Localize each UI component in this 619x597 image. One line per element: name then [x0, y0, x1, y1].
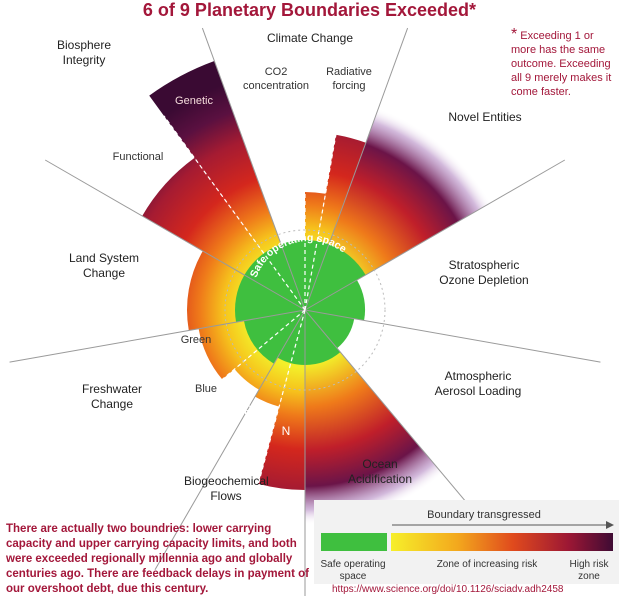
safe-sector-4 [305, 310, 355, 349]
legend-safe-label: Safe operating space [320, 559, 386, 582]
label-land-system-change: Land System Change [68, 251, 140, 280]
divider-ray-6 [154, 309, 306, 571]
label-radiative-forcing: Radiative forcing [326, 66, 372, 92]
sub-divider-2 [163, 115, 306, 311]
legend-safe-swatch [321, 533, 387, 551]
reference-link[interactable]: https://www.science.org/doi/10.1126/scia… [332, 584, 564, 595]
boundary-ring [224, 229, 386, 391]
label-green-water: Green [180, 334, 212, 346]
sub-divider-3 [120, 309, 306, 465]
divider-ray-8 [44, 159, 306, 311]
footnote-star: * [511, 26, 518, 43]
legend-zone-label: Zone of increasing risk [436, 559, 538, 570]
divider-ray-3 [304, 309, 601, 363]
commentary-note: There are actually two boundries: lower … [6, 523, 309, 595]
legend-arrow-label: Boundary transgressed [427, 509, 541, 521]
divider-ray-0 [201, 27, 306, 311]
safe-sector-5 [305, 310, 341, 365]
label-blue-water: Blue [194, 383, 218, 395]
legend-risk-swatch [391, 533, 613, 551]
legend-graphic [321, 521, 614, 551]
safe-sector-3 [305, 280, 365, 321]
boundary-wedges [142, 60, 500, 525]
divider-ray-7 [9, 309, 306, 363]
sub-divider-4 [242, 309, 306, 542]
legend: Boundary transgressed Safe operating spa… [314, 500, 619, 584]
band-genetic [149, 60, 305, 310]
page-title: 6 of 9 Planetary Boundaries Exceeded* [142, 0, 477, 20]
label-biosphere-integrity: Biosphere Integrity [56, 38, 112, 67]
label-phosphorus: P [243, 403, 252, 417]
label-functional: Functional [112, 151, 164, 163]
legend-arrowhead [606, 521, 614, 529]
divider-ray-1 [304, 27, 409, 311]
divider-ray-2 [304, 159, 566, 311]
label-nitrogen: N [281, 424, 291, 438]
label-freshwater-change: Freshwater Change [81, 382, 143, 411]
label-genetic: Genetic [175, 95, 213, 107]
label-novel-entities: Novel Entities [448, 110, 522, 124]
legend-high-label: High risk zone [569, 559, 609, 582]
safe-sector-2 [305, 244, 366, 310]
label-stratospheric-ozone-depletion: Stratospheric Ozone Depletion [439, 258, 529, 287]
label-co2-concentration: CO2 concentration [242, 66, 310, 92]
label-climate-change: Climate Change [266, 31, 354, 45]
safe-sector-6 [277, 310, 305, 365]
footnote: * Exceeding 1 or more has the same outcom… [511, 26, 619, 99]
label-biogeochemical-flows: Biogeochemical Flows [184, 474, 269, 503]
band-novel-entities [305, 98, 500, 311]
footnote-text: Exceeding 1 or more has the same outcome… [511, 30, 612, 98]
label-ocean-acidification: Ocean Acidification [347, 457, 413, 486]
safe-sector-9 [244, 244, 305, 310]
sub-divider-1 [304, 73, 348, 311]
safe-sector-7 [243, 310, 305, 364]
band-nitrogen [305, 310, 444, 525]
safe-sector-8 [235, 275, 305, 323]
sector-dividers [9, 27, 601, 596]
label-atmospheric-aerosol-loading: Atmospheric Aerosol Loading [434, 369, 522, 398]
